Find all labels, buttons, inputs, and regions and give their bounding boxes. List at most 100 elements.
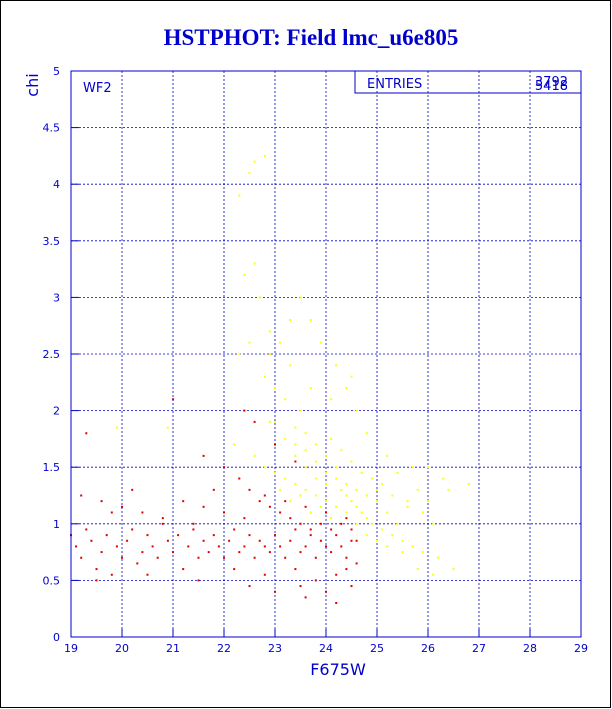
red-point [263,494,266,497]
x-tick-label: 29 [574,642,588,655]
red-point [131,528,134,531]
yellow-point [253,454,256,457]
yellow-point [253,160,256,163]
red-point [202,454,205,457]
red-point [299,551,302,554]
yellow-point [299,494,302,497]
red-point [274,590,276,593]
red-point [141,511,144,514]
yellow-point [304,466,307,469]
red-point [95,579,98,582]
y-tick-label: 0.5 [43,574,61,587]
yellow-point [319,341,322,344]
yellow-point [427,466,429,469]
x-tick-label: 20 [115,642,129,655]
yellow-point [268,353,271,355]
yellow-point [263,154,266,157]
yellow-point [401,539,404,542]
red-point [299,585,302,588]
x-tick-label: 19 [64,642,78,655]
red-point [131,488,134,491]
red-point [253,420,256,423]
red-point [258,539,261,542]
yellow-point [314,443,317,446]
y-tick-label: 3.5 [43,235,61,248]
red-point [284,500,287,503]
red-point [330,528,333,531]
red-point [309,534,312,537]
red-point [100,551,103,554]
yellow-point [345,494,348,497]
yellow-point [411,466,414,469]
red-point [335,602,338,605]
yellow-point [406,505,409,508]
yellow-point [365,432,368,435]
red-point [202,505,205,508]
y-tick-label: 1.5 [43,461,61,474]
yellow-point [350,460,353,463]
yellow-point [274,420,276,423]
red-point [243,409,246,412]
red-point [299,522,302,525]
x-tick-label: 27 [472,642,486,655]
x-tick-label: 22 [217,642,231,655]
red-point [223,466,225,469]
red-point [304,545,307,548]
red-point [202,539,205,542]
red-point [350,585,353,588]
yellow-point [381,528,384,531]
red-point [85,528,88,531]
yellow-point [289,500,292,503]
yellow-point [325,500,327,503]
red-point [95,568,98,571]
yellow-point [427,500,429,503]
yellow-point [289,319,292,322]
y-tick-label: 4.5 [43,122,61,135]
yellow-point [335,505,338,508]
yellow-point [396,471,399,474]
yellow-point [335,364,338,367]
red-point [284,556,287,559]
red-point [197,579,200,582]
yellow-point [314,477,317,480]
stats-value-b: 5418 [535,79,568,94]
yellow-point [299,409,302,412]
x-tick-label: 26 [421,642,435,655]
yellow-point [365,517,368,520]
yellow-point [432,522,435,525]
red-point [294,460,297,463]
red-point [238,477,241,480]
red-point [289,517,292,520]
red-point [90,539,93,542]
red-point [294,528,297,531]
yellow-point [325,454,327,457]
yellow-point [284,437,287,440]
yellow-point [238,194,241,197]
yellow-point [314,460,317,463]
yellow-point [386,511,389,514]
red-point [172,398,174,401]
yellow-point [406,500,409,503]
yellow-point [376,500,378,503]
yellow-point [381,483,384,486]
yellow-point [268,420,271,423]
red-point [314,579,317,582]
red-point [335,573,338,576]
yellow-point [166,426,169,429]
yellow-point [416,488,419,491]
yellow-point [304,449,307,452]
yellow-point [350,375,353,378]
red-point [212,488,215,491]
red-point [340,522,343,525]
red-point [182,568,185,571]
yellow-point [299,296,302,299]
red-point [207,551,210,554]
x-tick-label: 21 [166,642,180,655]
red-point [263,545,266,548]
yellow-point [345,386,348,389]
red-point [350,528,353,531]
yellow-point [268,330,271,333]
x-tick-label: 28 [523,642,537,655]
red-point [248,488,251,491]
